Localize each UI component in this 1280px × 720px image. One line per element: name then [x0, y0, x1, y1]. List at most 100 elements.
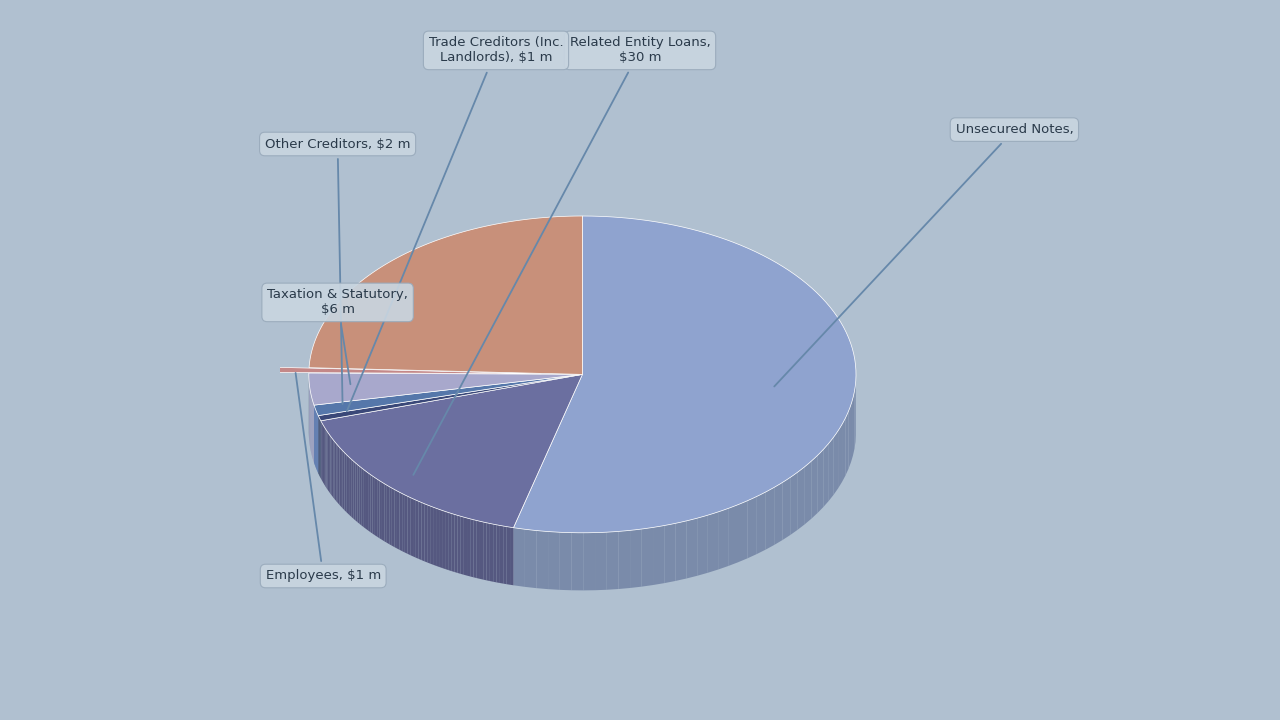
Polygon shape [329, 434, 330, 494]
Polygon shape [548, 531, 559, 590]
Polygon shape [607, 531, 618, 590]
Polygon shape [314, 374, 582, 415]
Polygon shape [448, 513, 452, 571]
Polygon shape [818, 449, 823, 513]
Polygon shape [425, 504, 428, 562]
Polygon shape [366, 472, 369, 531]
Polygon shape [572, 533, 584, 590]
Polygon shape [641, 528, 653, 587]
Text: Employees, $1 m: Employees, $1 m [265, 373, 381, 582]
Polygon shape [402, 494, 404, 552]
Polygon shape [370, 474, 372, 534]
Polygon shape [774, 482, 782, 545]
Polygon shape [756, 492, 765, 554]
Polygon shape [457, 516, 461, 574]
Polygon shape [349, 458, 352, 517]
Polygon shape [630, 529, 641, 588]
Polygon shape [428, 505, 430, 564]
Polygon shape [343, 451, 344, 510]
Text: Taxation & Statutory,
$6 m: Taxation & Statutory, $6 m [268, 289, 408, 384]
Polygon shape [392, 488, 394, 547]
Polygon shape [748, 497, 756, 558]
Polygon shape [686, 518, 698, 578]
Polygon shape [790, 472, 797, 535]
Polygon shape [378, 480, 380, 539]
Polygon shape [328, 432, 329, 492]
Polygon shape [852, 391, 855, 456]
Polygon shape [467, 518, 470, 577]
Polygon shape [461, 516, 463, 575]
Polygon shape [559, 532, 572, 590]
Polygon shape [797, 467, 805, 530]
Polygon shape [513, 528, 525, 587]
Polygon shape [842, 418, 846, 482]
Polygon shape [851, 398, 852, 462]
Polygon shape [513, 216, 856, 533]
Polygon shape [474, 520, 476, 578]
Polygon shape [330, 436, 332, 495]
Polygon shape [846, 411, 849, 475]
Polygon shape [347, 454, 348, 514]
Polygon shape [493, 524, 497, 582]
Polygon shape [338, 446, 339, 505]
Polygon shape [397, 491, 399, 550]
Polygon shape [525, 529, 536, 588]
Polygon shape [442, 510, 445, 569]
Polygon shape [507, 526, 509, 585]
Polygon shape [380, 481, 381, 540]
Polygon shape [348, 456, 349, 516]
Polygon shape [333, 440, 335, 500]
Polygon shape [340, 449, 343, 508]
Polygon shape [782, 477, 790, 540]
Polygon shape [369, 473, 370, 532]
Polygon shape [805, 461, 812, 524]
Polygon shape [728, 505, 739, 566]
Polygon shape [445, 511, 448, 570]
Polygon shape [452, 513, 454, 572]
Text: Related Entity Loans,
$30 m: Related Entity Loans, $30 m [413, 37, 710, 475]
Polygon shape [653, 526, 664, 585]
Polygon shape [372, 476, 375, 535]
Polygon shape [375, 477, 378, 537]
Polygon shape [353, 462, 356, 521]
Polygon shape [484, 522, 486, 580]
Polygon shape [360, 467, 362, 526]
Polygon shape [500, 526, 503, 584]
Polygon shape [339, 447, 340, 507]
Polygon shape [664, 523, 676, 583]
Polygon shape [739, 500, 748, 562]
Polygon shape [384, 484, 387, 543]
Polygon shape [765, 487, 774, 549]
Polygon shape [490, 523, 493, 582]
Polygon shape [364, 469, 366, 529]
Polygon shape [430, 506, 433, 564]
Polygon shape [399, 492, 402, 552]
Polygon shape [812, 455, 818, 518]
Polygon shape [503, 526, 507, 584]
Polygon shape [838, 424, 842, 488]
Polygon shape [335, 442, 337, 501]
Polygon shape [439, 509, 442, 568]
Polygon shape [584, 533, 595, 590]
Polygon shape [470, 519, 474, 577]
Polygon shape [433, 507, 436, 566]
Polygon shape [344, 453, 347, 512]
Polygon shape [404, 495, 407, 554]
Polygon shape [676, 521, 686, 581]
Polygon shape [319, 374, 582, 420]
Polygon shape [356, 463, 357, 522]
Polygon shape [394, 490, 397, 549]
Polygon shape [618, 531, 630, 589]
Polygon shape [411, 498, 413, 557]
Polygon shape [381, 482, 384, 541]
Polygon shape [833, 431, 838, 495]
Polygon shape [387, 485, 389, 544]
Polygon shape [416, 500, 419, 559]
Polygon shape [463, 517, 467, 575]
Polygon shape [357, 464, 360, 524]
Polygon shape [698, 516, 708, 576]
Polygon shape [454, 514, 457, 573]
Text: Trade Creditors (Inc.
Landlords), $1 m: Trade Creditors (Inc. Landlords), $1 m [347, 37, 563, 411]
Polygon shape [407, 496, 411, 555]
Polygon shape [718, 508, 728, 570]
